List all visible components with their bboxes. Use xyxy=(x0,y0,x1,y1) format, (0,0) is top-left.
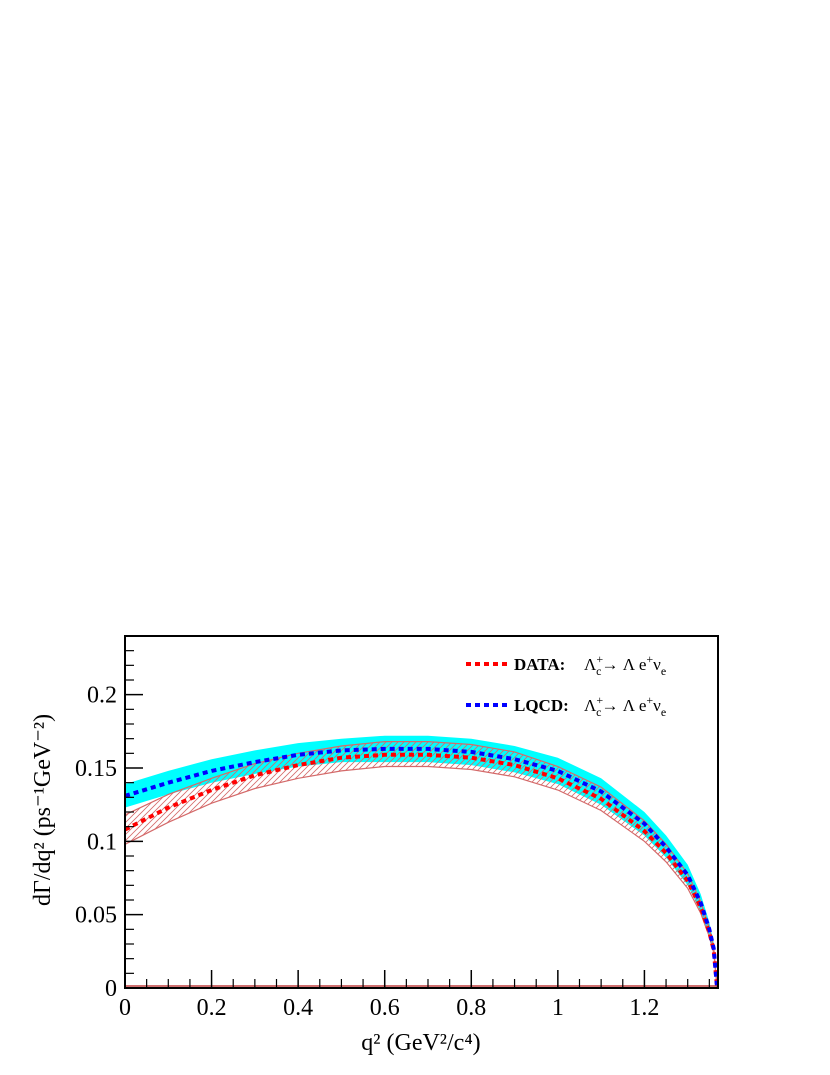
y-tick-label: 0.1 xyxy=(87,829,117,855)
legend-formula-part: c xyxy=(596,705,601,719)
x-axis: 0 0.2 0.4 0.6 0.8 1 1.2 xyxy=(119,970,710,1021)
x-tick-label: 1.2 xyxy=(629,995,659,1021)
legend-formula-part: → Λ e xyxy=(601,696,646,715)
legend-formula-part: c xyxy=(596,664,601,678)
legend-formula-part: → Λ e xyxy=(601,655,646,674)
legend-formula-part: + xyxy=(646,652,653,666)
legend-formula-part: + xyxy=(596,652,603,666)
legend-label-data: DATA: xyxy=(514,655,565,674)
y-axis-title: dΓ/dq² (ps⁻¹GeV⁻²) xyxy=(30,714,56,906)
y-tick-label: 0.15 xyxy=(75,756,117,782)
legend-formula-part: e xyxy=(661,664,666,678)
y-tick-label: 0.2 xyxy=(87,683,117,709)
legend-formula-part: + xyxy=(646,693,653,707)
legend-formula-lqcd: Λ+ c→ Λ e+νe xyxy=(584,693,666,719)
legend-formula-part: e xyxy=(661,705,666,719)
y-axis: 0 0.05 0.1 0.15 0.2 xyxy=(75,650,143,1002)
legend-formula-part: Λ xyxy=(584,655,597,674)
y-tick-label: 0.05 xyxy=(75,903,117,929)
lqcd-line xyxy=(125,746,718,988)
legend-formula-part: + xyxy=(596,693,603,707)
legend-formula-data: Λ+ c→ Λ e+νe xyxy=(584,652,666,678)
y-tick-label: 0 xyxy=(105,976,117,1002)
x-tick-label: 0.6 xyxy=(370,995,400,1021)
x-tick-label: 0.2 xyxy=(197,995,227,1021)
legend-formula-part: Λ xyxy=(584,696,597,715)
x-axis-title: q² (GeV²/c⁴) xyxy=(361,1030,480,1056)
x-tick-label: 0 xyxy=(119,995,131,1021)
data-band-upper-edge xyxy=(125,741,718,988)
legend-formula-part: ν xyxy=(653,655,661,674)
x-tick-label: 0.4 xyxy=(283,995,313,1021)
x-tick-label: 0.8 xyxy=(456,995,486,1021)
legend-label-lqcd: LQCD: xyxy=(514,696,569,715)
legend-formula-part: ν xyxy=(653,696,661,715)
series-lines xyxy=(125,746,718,988)
x-tick-label: 1 xyxy=(552,995,564,1021)
